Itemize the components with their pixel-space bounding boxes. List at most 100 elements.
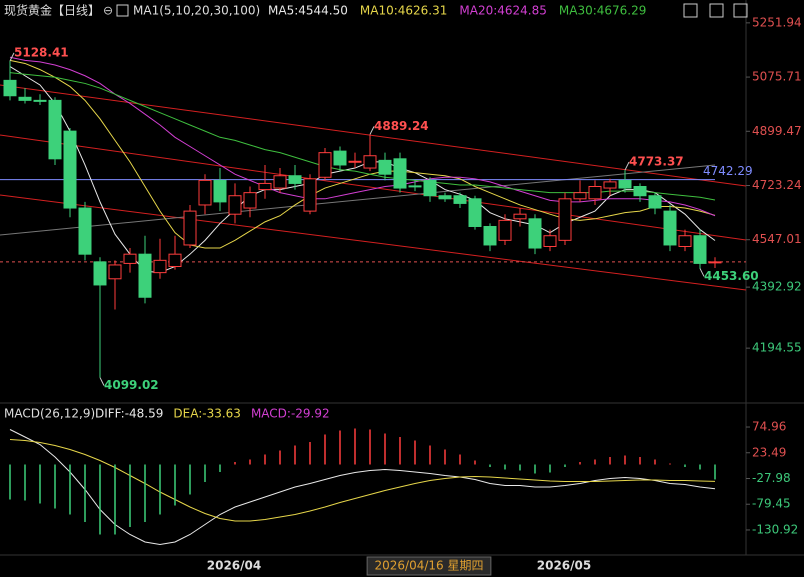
candle-body	[63, 130, 77, 209]
selected-date-box	[366, 556, 492, 576]
trend-line	[0, 134, 747, 241]
candle-body	[453, 195, 467, 204]
candle-body	[18, 96, 32, 101]
annotation: 4099.02	[104, 378, 159, 392]
y-tick-label: 4194.55	[752, 341, 802, 355]
candle-body	[663, 210, 677, 246]
legend-entry: MA10:4626.31	[360, 4, 448, 18]
y-tick-label: 4723.24	[752, 178, 802, 192]
candle-body	[333, 150, 347, 166]
chart-title: 现货黄金【日线】	[4, 3, 100, 18]
trend-line	[0, 194, 747, 291]
x-tick-label: 2026/04/16 星期四	[375, 559, 484, 573]
candle-body	[408, 185, 422, 188]
candle-body	[468, 198, 482, 227]
candle-body	[693, 235, 707, 264]
y-tick-label: 23.49	[752, 445, 786, 459]
candle-body	[393, 158, 407, 189]
candle-body	[363, 155, 377, 169]
candle-body	[618, 179, 632, 189]
candle-body	[633, 186, 647, 197]
candle-body	[153, 259, 167, 274]
trend-line	[0, 84, 747, 187]
x-tick-label: 2026/04	[207, 559, 261, 573]
annotation-pointer	[99, 377, 105, 386]
candle-body	[513, 213, 527, 220]
candle-body	[708, 261, 722, 264]
ma-line	[9, 66, 716, 274]
macd-line	[9, 439, 716, 522]
annotation: 4889.24	[374, 119, 429, 133]
candle-body	[273, 175, 287, 189]
y-tick-label: -130.92	[752, 522, 798, 536]
candle-body	[138, 253, 152, 298]
candle-body	[78, 207, 92, 255]
y-tick-label: -79.45	[752, 497, 791, 511]
candle-body	[228, 195, 242, 215]
legend-entry: MA30:4676.29	[559, 4, 647, 18]
candle-body	[48, 99, 62, 160]
y-tick-label: 5075.71	[752, 70, 802, 84]
annotation-pointer	[9, 52, 15, 62]
trend-line	[0, 164, 716, 236]
settings-icon[interactable]: ⊖	[103, 4, 113, 18]
annotation-pointer	[624, 161, 630, 171]
candle-body	[348, 160, 362, 163]
y-tick-label: 74.96	[752, 420, 786, 434]
toolbar-icon[interactable]	[733, 3, 748, 18]
candle-body	[108, 264, 122, 280]
candle-body	[183, 210, 197, 246]
annotation: 4453.60	[704, 269, 759, 283]
candle-body	[648, 195, 662, 209]
y-tick-label: 4392.92	[752, 280, 802, 294]
macd-line	[9, 429, 716, 546]
legend: MA5:4544.50 MA10:4626.31 MA20:4624.85 MA30:…	[268, 4, 646, 18]
y-tick-label: 5251.94	[752, 15, 802, 29]
candle-body	[378, 159, 392, 175]
toolbar-icon[interactable]	[709, 3, 724, 18]
annotation: 5128.41	[14, 45, 69, 59]
y-tick-label: 4547.01	[752, 232, 802, 246]
candle-body	[288, 175, 302, 184]
candle-body	[423, 179, 437, 197]
candle-body	[528, 218, 542, 249]
toolbar-icon[interactable]	[683, 3, 698, 18]
legend: DIFF:-48.59 DEA:-33.63 MACD:-29.92	[95, 407, 330, 421]
candle-body	[498, 219, 512, 241]
ma-line	[9, 56, 716, 217]
candle-body	[588, 186, 602, 200]
reference-label: 4742.29	[703, 164, 753, 178]
legend-entry: MA5:4544.50	[268, 4, 348, 18]
indicator-label: MA1(5,10,20,30,100)	[133, 4, 260, 18]
candle-body	[603, 181, 617, 189]
candle-body	[93, 261, 107, 286]
candle-body	[243, 192, 257, 209]
x-tick-label: 2026/05	[537, 559, 591, 573]
candle-body	[213, 179, 227, 203]
candle-body	[678, 235, 692, 247]
y-tick-label: -27.98	[752, 471, 791, 485]
y-tick-label: 4899.47	[752, 124, 802, 138]
candle-body	[33, 99, 47, 102]
annotation-pointer	[369, 126, 375, 135]
ma-line	[9, 59, 716, 249]
candle-body	[303, 178, 317, 212]
checkbox-icon[interactable]	[116, 4, 129, 17]
candle-body	[168, 253, 182, 267]
candle-body	[123, 253, 137, 264]
candle-body	[3, 79, 17, 97]
annotation-pointer	[699, 268, 705, 277]
macd-title: MACD(26,12,9)	[4, 407, 95, 421]
candle-body	[558, 198, 572, 241]
candle-body	[483, 225, 497, 246]
candle-body	[198, 179, 212, 206]
legend-entry: DEA:-33.63	[173, 407, 241, 421]
candle-body	[258, 182, 272, 191]
legend-entry: MA20:4624.85	[459, 4, 547, 18]
legend-entry: DIFF:-48.59	[95, 407, 163, 421]
legend-entry: MACD:-29.92	[251, 407, 330, 421]
candle-body	[318, 152, 332, 178]
candle-body	[543, 235, 557, 247]
